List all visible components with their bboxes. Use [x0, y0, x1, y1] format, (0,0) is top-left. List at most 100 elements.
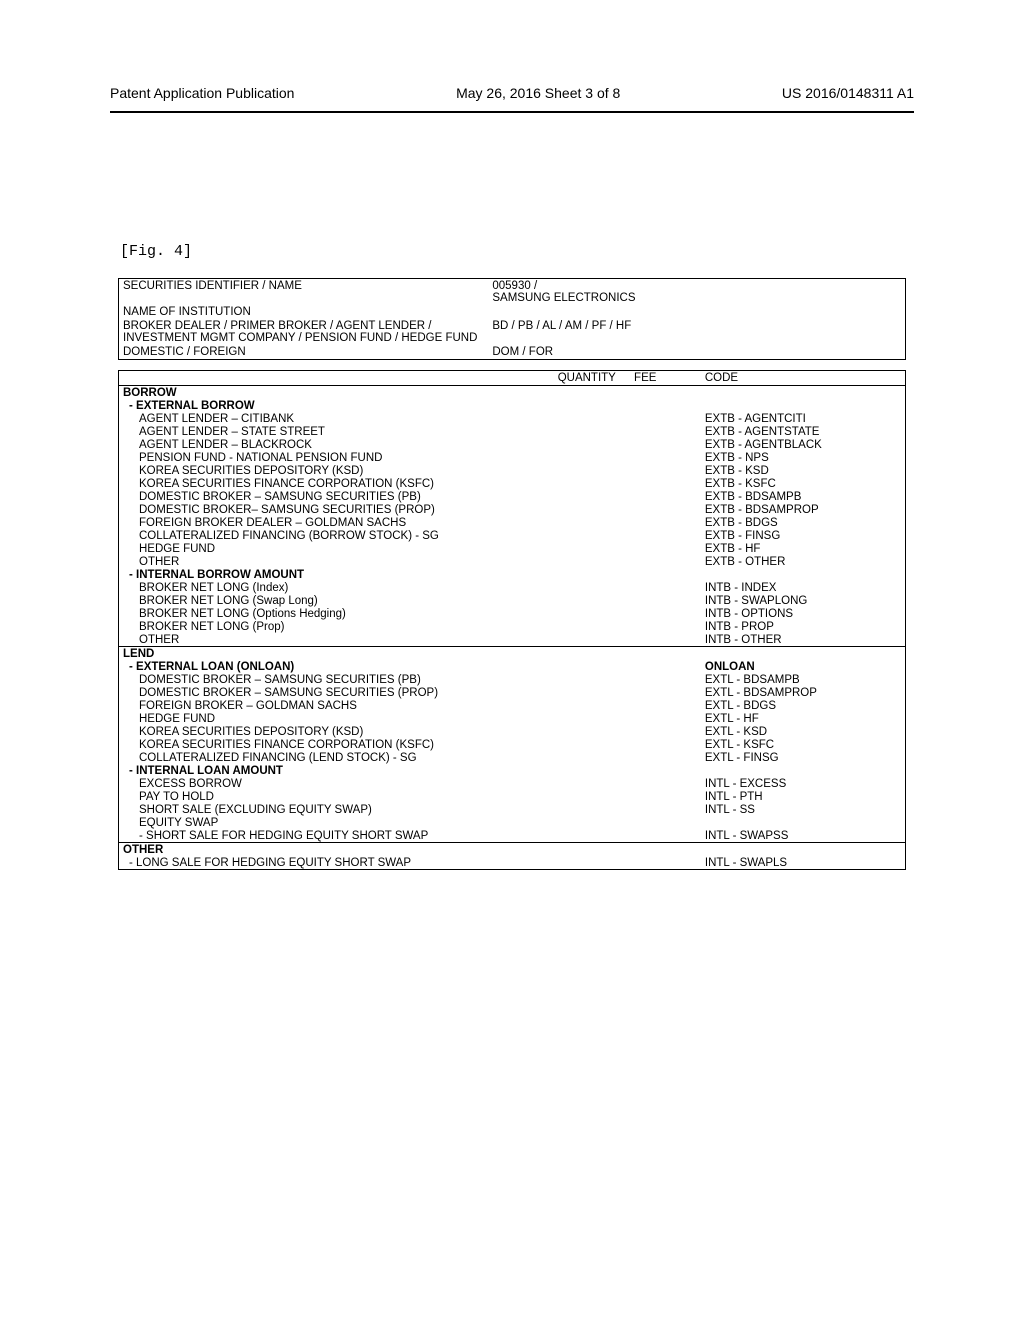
cell-fee — [630, 829, 701, 843]
info-value: BD / PB / AL / AM / PF / HF — [488, 319, 905, 345]
info-value — [488, 305, 905, 319]
cell-quantity — [543, 451, 630, 464]
figure-wrap: SECURITIES IDENTIFIER / NAME005930 /SAMS… — [118, 278, 906, 870]
cell-code — [701, 843, 906, 857]
cell-code — [701, 386, 906, 400]
col-header-code: CODE — [701, 371, 906, 386]
cell-quantity — [543, 856, 630, 870]
figure-label: [Fig. 4] — [120, 243, 914, 260]
cell-fee — [630, 764, 701, 777]
cell-quantity — [543, 790, 630, 803]
cell-code: INTL - SWAPSS — [701, 829, 906, 843]
cell-quantity — [543, 673, 630, 686]
cell-code: EXTB - OTHER — [701, 555, 906, 568]
cell-code: EXTB - AGENTSTATE — [701, 425, 906, 438]
cell-code: INTB - SWAPLONG — [701, 594, 906, 607]
item-row: KOREA SECURITIES DEPOSITORY (KSD)EXTL - … — [119, 725, 906, 738]
item-row: FOREIGN BROKER DEALER – GOLDMAN SACHS EXT… — [119, 516, 906, 529]
cell-desc: DOMESTIC BROKER – SAMSUNG SECURITIES (PB… — [119, 673, 544, 686]
cell-fee — [630, 620, 701, 633]
item-row: SHORT SALE (EXCLUDING EQUITY SWAP) INTL -… — [119, 803, 906, 816]
cell-quantity — [543, 516, 630, 529]
cell-quantity — [543, 503, 630, 516]
cell-code: INTB - INDEX — [701, 581, 906, 594]
cell-fee — [630, 660, 701, 673]
subsection-row: - EXTERNAL BORROW — [119, 399, 906, 412]
cell-fee — [630, 777, 701, 790]
cell-desc: KOREA SECURITIES DEPOSITORY (KSD) — [119, 725, 544, 738]
item-row: DOMESTIC BROKER – SAMSUNG SECURITIES (PB… — [119, 490, 906, 503]
item-row: OTHERINTB - OTHER — [119, 633, 906, 647]
cell-desc: DOMESTIC BROKER– SAMSUNG SECURITIES (PRO… — [119, 503, 544, 516]
cell-desc: BROKER NET LONG (Options Hedging) — [119, 607, 544, 620]
cell-fee — [630, 503, 701, 516]
cell-desc: - INTERNAL BORROW AMOUNT — [119, 568, 544, 581]
cell-desc: - EXTERNAL LOAN (ONLOAN) — [119, 660, 544, 673]
page-header: Patent Application Publication May 26, 2… — [110, 85, 914, 101]
cell-desc: - INTERNAL LOAN AMOUNT — [119, 764, 544, 777]
cell-code: EXTB - KSD — [701, 464, 906, 477]
cell-desc: FOREIGN BROKER DEALER – GOLDMAN SACHS — [119, 516, 544, 529]
cell-quantity — [543, 620, 630, 633]
cell-quantity — [543, 803, 630, 816]
cell-quantity — [543, 660, 630, 673]
cell-desc: HEDGE FUND — [119, 542, 544, 555]
info-label: SECURITIES IDENTIFIER / NAME — [119, 279, 489, 306]
cell-quantity — [543, 751, 630, 764]
cell-fee — [630, 516, 701, 529]
cell-fee — [630, 555, 701, 568]
cell-fee — [630, 412, 701, 425]
cell-desc: SHORT SALE (EXCLUDING EQUITY SWAP) — [119, 803, 544, 816]
cell-code: INTL - SS — [701, 803, 906, 816]
cell-code: EXTB - BDGS — [701, 516, 906, 529]
cell-desc: BORROW — [119, 386, 544, 400]
cell-desc: AGENT LENDER – CITIBANK — [119, 412, 544, 425]
cell-fee — [630, 529, 701, 542]
cell-quantity — [543, 464, 630, 477]
item-row: KOREA SECURITIES DEPOSITORY (KSD)EXTB - … — [119, 464, 906, 477]
cell-fee — [630, 843, 701, 857]
subsection-row: - INTERNAL LOAN AMOUNT — [119, 764, 906, 777]
info-label: DOMESTIC / FOREIGN — [119, 345, 489, 360]
cell-code: EXTB - AGENTBLACK — [701, 438, 906, 451]
cell-fee — [630, 856, 701, 870]
cell-code: EXTB - FINSG — [701, 529, 906, 542]
cell-code: INTB - OPTIONS — [701, 607, 906, 620]
cell-desc: AGENT LENDER – BLACKROCK — [119, 438, 544, 451]
cell-fee — [630, 725, 701, 738]
cell-fee — [630, 399, 701, 412]
cell-desc: PAY TO HOLD — [119, 790, 544, 803]
cell-quantity — [543, 386, 630, 400]
item-row: DOMESTIC BROKER – SAMSUNG SECURITIES (PB… — [119, 673, 906, 686]
cell-quantity — [543, 633, 630, 647]
cell-quantity — [543, 581, 630, 594]
data-table: QUANTITY FEE CODE BORROW- EXTERNAL BORRO… — [118, 370, 906, 870]
item-row: PENSION FUND - NATIONAL PENSION FUNDEXTB… — [119, 451, 906, 464]
cell-quantity — [543, 816, 630, 829]
cell-quantity — [543, 607, 630, 620]
header-divider — [110, 111, 914, 113]
info-row: SECURITIES IDENTIFIER / NAME005930 /SAMS… — [119, 279, 906, 306]
cell-fee — [630, 477, 701, 490]
cell-quantity — [543, 477, 630, 490]
item-row: BROKER NET LONG (Options Hedging) INTB - … — [119, 607, 906, 620]
cell-desc: LEND — [119, 647, 544, 661]
cell-quantity — [543, 686, 630, 699]
cell-desc: EXCESS BORROW — [119, 777, 544, 790]
item-row: KOREA SECURITIES FINANCE CORPORATION (KS… — [119, 738, 906, 751]
cell-code — [701, 647, 906, 661]
cell-code: INTL - SWAPLS — [701, 856, 906, 870]
info-label: NAME OF INSTITUTION — [119, 305, 489, 319]
header-publication: Patent Application Publication — [110, 85, 294, 101]
cell-code: EXTB - AGENTCITI — [701, 412, 906, 425]
item-row: DOMESTIC BROKER – SAMSUNG SECURITIES (PR… — [119, 686, 906, 699]
item-row: HEDGE FUNDEXTB - HF — [119, 542, 906, 555]
cell-fee — [630, 751, 701, 764]
cell-code: EXTB - NPS — [701, 451, 906, 464]
cell-fee — [630, 451, 701, 464]
section-row: LEND — [119, 647, 906, 661]
cell-quantity — [543, 438, 630, 451]
cell-fee — [630, 673, 701, 686]
cell-fee — [630, 542, 701, 555]
cell-fee — [630, 699, 701, 712]
